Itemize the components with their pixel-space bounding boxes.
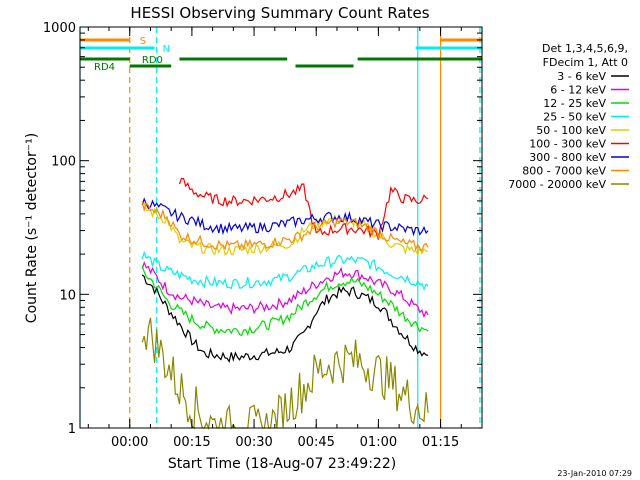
x-tick-label: 00:15 xyxy=(173,435,210,450)
chart-title: HESSI Observing Summary Count Rates xyxy=(130,4,429,22)
footer-date: 23-Jan-2010 07:29 xyxy=(557,469,632,478)
legend-label: 12 - 25 keV xyxy=(543,97,606,110)
legend-header-line-1: Det 1,3,4,5,6,9, xyxy=(542,42,628,55)
annotation-label-s: S xyxy=(140,36,146,47)
legend-header-line-2: FDecim 1, Att 0 xyxy=(543,56,628,69)
series-line-2 xyxy=(141,265,429,337)
y-tick-label: 100 xyxy=(51,155,76,170)
annotation-label-n: N xyxy=(163,44,170,55)
series-line-4 xyxy=(142,202,429,257)
legend-label: 50 - 100 keV xyxy=(536,124,606,137)
plot-frame xyxy=(79,26,483,429)
legend-label: 6 - 12 keV xyxy=(550,84,606,97)
y-tick-label: 1000 xyxy=(43,21,76,36)
series-line-8 xyxy=(141,317,429,431)
legend-label: 3 - 6 keV xyxy=(557,70,606,83)
x-tick-label: 00:45 xyxy=(297,435,334,450)
series-line-5 xyxy=(178,177,429,240)
legend-label: 7000 - 20000 keV xyxy=(508,178,606,191)
x-tick-label: 00:00 xyxy=(111,435,148,450)
legend-label: 300 - 800 keV xyxy=(529,151,606,164)
y-tick-label: 10 xyxy=(59,288,76,303)
annotation-label-rd0: RD0 xyxy=(142,55,163,66)
series-line-0 xyxy=(141,274,429,364)
series-line-3 xyxy=(141,250,429,291)
x-tick-label: 01:15 xyxy=(422,435,459,450)
legend-label: 25 - 50 keV xyxy=(543,111,606,124)
x-tick-label: 01:00 xyxy=(360,435,397,450)
legend-label: 800 - 7000 keV xyxy=(522,165,606,178)
series-line-7 xyxy=(141,201,429,252)
x-axis-label: Start Time (18-Aug-07 23:49:22) xyxy=(168,456,396,472)
x-tick-label: 00:30 xyxy=(235,435,272,450)
legend-label: 100 - 300 keV xyxy=(529,138,606,151)
series-line-1 xyxy=(141,260,429,319)
y-tick-label: 1 xyxy=(68,422,76,437)
annotation-label-rd4: RD4 xyxy=(94,62,115,73)
y-axis-label: Count Rate (s⁻¹ detector⁻¹) xyxy=(24,133,40,323)
series-line-6 xyxy=(141,197,429,237)
